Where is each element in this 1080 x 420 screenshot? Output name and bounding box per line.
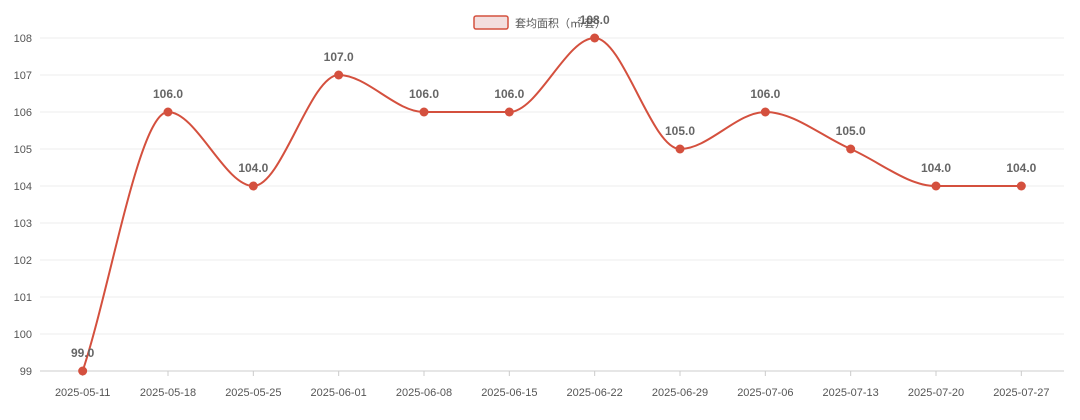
data-point[interactable]: [419, 107, 429, 117]
data-label: 106.0: [494, 87, 524, 101]
data-label: 104.0: [238, 161, 268, 175]
data-label: 105.0: [665, 124, 695, 138]
data-point[interactable]: [590, 33, 600, 43]
data-label: 106.0: [153, 87, 183, 101]
x-tick-label: 2025-06-22: [567, 387, 623, 399]
y-tick-label: 103: [14, 218, 32, 230]
x-tick-label: 2025-06-08: [396, 387, 452, 399]
x-tick-label: 2025-07-06: [737, 387, 793, 399]
x-tick-label: 2025-05-11: [55, 387, 110, 399]
data-label: 104.0: [1006, 161, 1036, 175]
series-lines: [81, 36, 1022, 372]
y-tick-label: 106: [14, 107, 32, 119]
data-point[interactable]: [760, 107, 770, 117]
legend-label[interactable]: 套均面积（㎡/套）: [515, 17, 606, 30]
data-points: [78, 33, 1026, 376]
x-tick-label: 2025-05-18: [140, 387, 196, 399]
axes: 99 100 101 102 103 104 105 106 107 108 2025-05-11 2…: [14, 33, 1064, 399]
x-tick-label: 2025-06-01: [311, 387, 367, 399]
x-tick-label: 2025-05-25: [225, 387, 281, 399]
legend-swatch[interactable]: [473, 15, 509, 30]
data-point[interactable]: [675, 144, 685, 154]
x-tick-label: 2025-06-15: [481, 387, 537, 399]
y-tick-label: 108: [14, 33, 32, 45]
y-tick-label: 99: [20, 366, 32, 378]
x-tick-label: 2025-07-13: [823, 387, 879, 399]
data-label: 105.0: [836, 124, 866, 138]
data-label: 108.0: [580, 13, 610, 27]
data-point[interactable]: [78, 366, 88, 376]
data-labels: 99.0 106.0 104.0 107.0 106.0 106.0 108.0 105.0 1…: [71, 13, 1037, 360]
x-tick-label: 2025-06-29: [652, 387, 708, 399]
legend[interactable]: 套均面积（㎡/套）: [473, 15, 606, 30]
data-point[interactable]: [163, 107, 173, 117]
data-label: 104.0: [921, 161, 951, 175]
data-point[interactable]: [248, 181, 258, 191]
y-tick-label: 104: [14, 181, 32, 193]
y-tick-label: 107: [14, 70, 32, 82]
y-tick-label: 101: [14, 292, 32, 304]
y-tick-label: 100: [14, 329, 32, 341]
grid-lines: [40, 37, 1064, 335]
x-tick-label: 2025-07-27: [993, 387, 1049, 399]
data-point[interactable]: [334, 70, 344, 80]
y-tick-label: 105: [14, 144, 32, 156]
data-label: 99.0: [71, 346, 95, 360]
data-point[interactable]: [504, 107, 514, 117]
series-line: [81, 36, 1022, 372]
data-point[interactable]: [931, 181, 941, 191]
data-label: 107.0: [324, 50, 354, 64]
data-label: 106.0: [750, 87, 780, 101]
y-tick-label: 102: [14, 255, 32, 267]
data-point[interactable]: [1016, 181, 1026, 191]
x-tick-label: 2025-07-20: [908, 387, 964, 399]
data-point[interactable]: [846, 144, 856, 154]
data-label: 106.0: [409, 87, 439, 101]
